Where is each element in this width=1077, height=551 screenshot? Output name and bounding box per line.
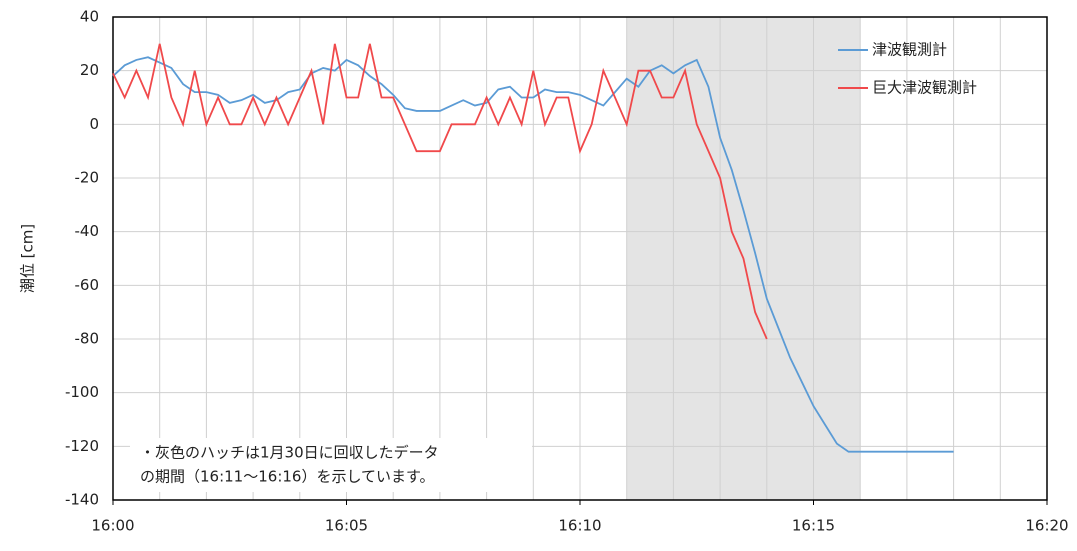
legend-label: 津波観測計 [872, 41, 947, 59]
x-tick-label: 16:20 [1025, 517, 1068, 535]
y-tick-label: -80 [75, 330, 100, 348]
y-tick-label: -120 [65, 437, 99, 455]
y-tick-label: -40 [75, 222, 100, 240]
y-tick-label: 40 [80, 8, 99, 26]
plot-border [112, 16, 1048, 501]
x-tick-label: 16:15 [792, 517, 835, 535]
y-tick-label: -100 [65, 383, 99, 401]
y-tick-label: -60 [75, 276, 100, 294]
x-tick-label: 16:00 [91, 517, 134, 535]
annotation-box [130, 438, 532, 492]
annotation: の期間（16:11～16:16）を示しています。 [140, 468, 435, 486]
y-tick-label: 0 [89, 115, 99, 133]
data-line [112, 56, 954, 453]
legend-label: 巨大津波観測計 [872, 79, 977, 97]
y-tick-label: 20 [80, 61, 99, 79]
x-tick-label: 16:05 [325, 517, 368, 535]
y-axis-label: 潮位 [cm] [19, 224, 37, 293]
y-tick-label: -20 [75, 169, 100, 187]
x-tick-label: 16:10 [558, 517, 601, 535]
data-line [112, 43, 768, 340]
y-tick-label: -140 [65, 491, 99, 509]
annotation: ・灰色のハッチは1月30日に回収したデータ [140, 444, 439, 462]
